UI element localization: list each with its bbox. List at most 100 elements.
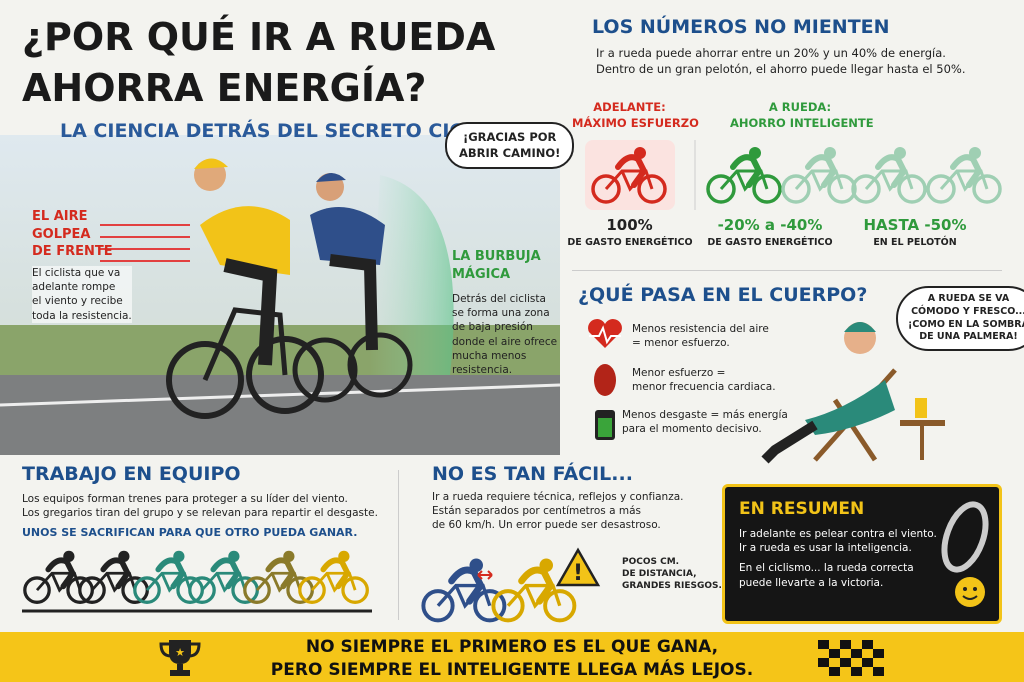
stat-caption: DE GASTO ENERGÉTICO [567,237,693,248]
line: DE FRENTE [32,244,113,260]
number-icons [585,140,1005,210]
scene [0,135,560,455]
speech-bubble: ¡GRACIAS POR ABRIR CAMINO! [445,122,575,170]
not-easy-text: Ir a rueda requiere técnica, reflejos y … [432,490,683,533]
section-title: TRABAJO EN EQUIPO [22,463,241,485]
body-item: Menos desgaste = más energía para el mome… [622,408,788,436]
trophy: ★ [159,640,201,676]
line: CÓMODO Y FRESCO... [911,305,1024,317]
warning: POCOS CM. DE DISTANCIA, GRANDES RIESGOS. [622,556,722,592]
line: ¡COMO EN LA SOMBRA [908,318,1024,330]
cyclist-icon [783,147,855,202]
line: ADELANTE: [593,100,666,114]
line: de baja presión [452,321,533,334]
line: MÁXIMO ESFUERZO [572,115,699,130]
cyclist-icon [708,147,780,202]
team-train [22,545,372,613]
summary-icons [941,501,989,607]
line: AHORRO INTELIGENTE [730,115,874,130]
subtitle: LA CIENCIA DETRÁS DEL SECRETO CICLISTA [60,120,523,142]
lead-cyclist [166,158,324,419]
line: donde el aire ofrece [452,335,558,348]
section-title: NO ES TAN FÁCIL... [432,463,633,485]
summary-text: Ir adelante es pelear contra el viento. I… [739,527,937,590]
line: DE DISTANCIA, [622,569,697,580]
line: Menos resistencia del aire [632,323,769,335]
line: para el momento decisivo. [622,423,762,436]
line: LA BURBUJA [452,249,541,264]
stat-caption: EN EL PELOTÓN [873,237,957,248]
line: Ir a rueda requiere técnica, reflejos y … [432,491,684,503]
line: Los equipos forman trenes para proteger … [22,493,348,505]
summary-title: EN RESUMEN [739,499,865,519]
bubble-title: LA BURBUJA MÁGICA [452,248,541,283]
body-item: Menos resistencia del aire = menor esfuer… [632,322,769,350]
line: de 60 km/h. Un error puede ser desastros… [432,519,661,532]
stat-value: -20% a -40% [717,216,823,234]
line: Ir a rueda es usar la inteligencia. [739,542,912,555]
line: se forma una zona [452,307,550,320]
line: Ir a rueda puede ahorrar entre un 20% y … [596,46,946,60]
bubble-text: Detrás del ciclista se forma una zona de b… [452,292,557,377]
divider [572,270,1002,271]
line: Menor esfuerzo = [632,367,726,379]
relaxed-cyclist [761,322,945,464]
svg-text:★: ★ [175,646,185,659]
line: GOLPEA [32,226,91,242]
teamwork-text: Los equipos forman trenes para proteger … [22,492,378,520]
wind-text: El ciclista que va adelante rompe el vient… [32,266,132,323]
title: ¿POR QUÉ IR A RUEDA AHORRA ENERGÍA? [22,12,495,115]
cyclist-icon [928,147,1000,202]
line: el viento y recibe [32,295,123,308]
line: En el ciclismo... la rueda correcta [739,562,914,575]
cyclist-icon [853,147,925,202]
line: puede llevarte a la victoria. [739,576,884,589]
section-title: ¿QUÉ PASA EN EL CUERPO? [578,284,868,306]
bubble-line: ¡GRACIAS POR [462,130,557,144]
stat-value: HASTA -50% [863,216,967,234]
svg-text:!: ! [573,561,583,586]
divider [398,470,399,620]
line: toda la resistencia. [32,309,132,322]
cyclist-icon [423,559,504,621]
line: Menos desgaste = más energía [622,409,788,421]
line: resistencia. [452,363,513,376]
stat-value: 100% [606,216,653,234]
body-item: Menor esfuerzo = menor frecuencia cardiac… [632,366,776,394]
line: EL AIRE [32,209,88,224]
line: El ciclista que va [32,267,121,279]
checkered-flag [818,640,884,676]
bubble-line: ABRIR CAMINO! [459,145,561,160]
line: DE UNA PALMERA! [919,331,1018,343]
body-icons [588,319,622,440]
footer: ★ NO SIEMPRE EL PRIMERO ES EL QUE GANA, P… [0,632,1024,682]
line: mucha menos [452,349,527,362]
line: Dentro de un gran pelotón, el ahorro pue… [596,61,966,76]
line: MÁGICA [452,266,511,282]
summary-box: EN RESUMEN Ir adelante es pelear contra … [722,484,1002,624]
line: POCOS CM. [622,557,680,567]
col-heading: A RUEDA: AHORRO INTELIGENTE [730,100,874,131]
footer-text: NO SIEMPRE EL PRIMERO ES EL QUE GANA, PER… [212,636,812,682]
line: Los gregarios tiran del grupo y se relev… [22,507,378,520]
stat-caption: DE GASTO ENERGÉTICO [707,237,833,248]
line: PERO SIEMPRE EL INTELIGENTE LLEGA MÁS LE… [270,659,754,680]
line: Están separados por centímetros a más [432,505,642,518]
line: A RUEDA: [768,100,832,114]
speech-bubble: A RUEDA SE VA CÓMODO Y FRESCO... ¡COMO EN … [896,286,1024,352]
line: Detrás del ciclista [452,293,546,305]
wind-title: EL AIRE GOLPEA DE FRENTE [32,208,113,261]
section-title: LOS NÚMEROS NO MIENTEN [592,16,890,38]
title-line: AHORRA ENERGÍA? [22,66,427,111]
cyclist-icon [493,559,574,621]
close-riders: ! [420,547,601,632]
line: A RUEDA SE VA [927,293,1010,304]
title-line: ¿POR QUÉ IR A RUEDA [22,15,496,59]
line: adelante rompe [32,281,116,294]
numbers-text: Ir a rueda puede ahorrar entre un 20% y … [596,46,966,77]
line: Ir adelante es pelear contra el viento. [739,528,937,540]
highlight: UNOS SE SACRIFICAN PARA QUE OTRO PUEDA G… [22,526,358,539]
line: NO SIEMPRE EL PRIMERO ES EL QUE GANA, [305,637,719,657]
col-heading: ADELANTE: MÁXIMO ESFUERZO [572,100,699,131]
